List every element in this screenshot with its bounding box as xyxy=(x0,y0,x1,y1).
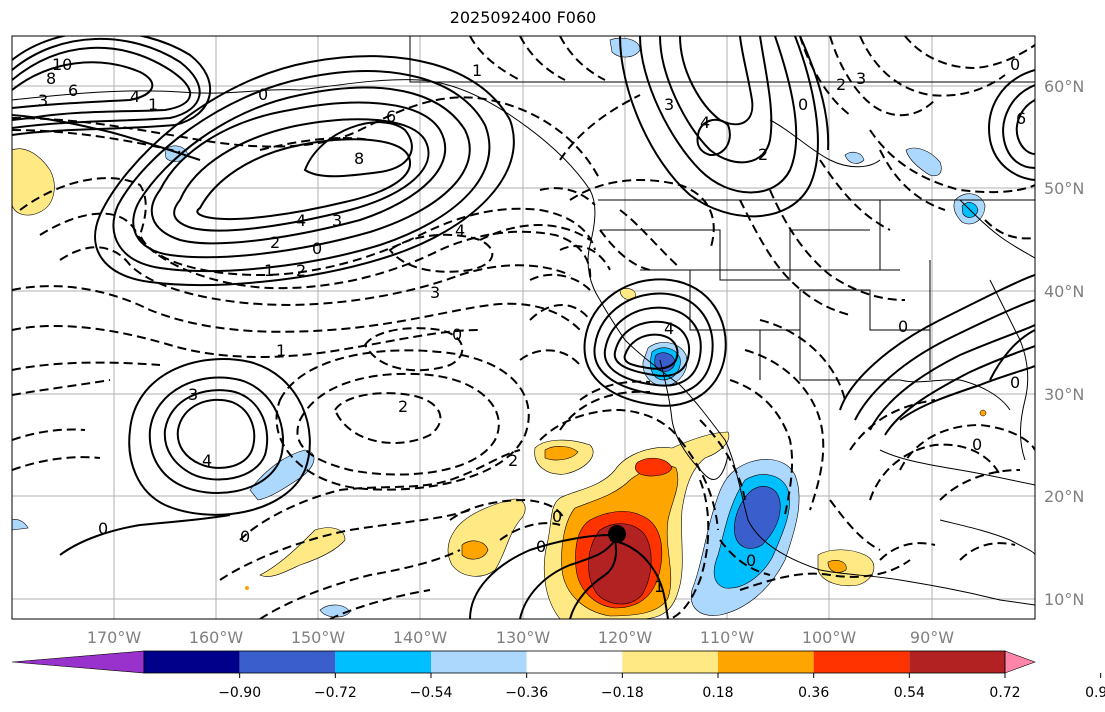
latitude-labels: 60°N 50°N 40°N 30°N 20°N 10°N xyxy=(1044,77,1084,609)
colorbar-tick-label: −0.72 xyxy=(314,685,357,701)
colorbar-tick-label: 0.18 xyxy=(702,685,733,701)
colorbar-segment xyxy=(144,651,240,673)
colorbar-extend-low xyxy=(11,650,145,674)
colorbar-tick-label: −0.54 xyxy=(410,685,453,701)
lat-label: 10°N xyxy=(1044,590,1084,609)
contour-label: 0 xyxy=(746,551,756,570)
contour-label: 8 xyxy=(354,149,364,168)
colorbar-segment xyxy=(622,651,718,673)
colorbar-extend-high xyxy=(1004,650,1036,674)
contour-label: 6 xyxy=(68,81,78,100)
contour-label: 3 xyxy=(332,211,342,230)
contour-labels: 10 8 6 4 3 6 8 4 3 2 0 1 2 4 3 0 1 3 4 2… xyxy=(38,55,1026,596)
contour-label: 2 xyxy=(758,145,768,164)
lon-label: 140°W xyxy=(393,628,448,647)
colorbar-segment xyxy=(335,651,431,673)
colorbar-tick-label: −0.18 xyxy=(601,685,644,701)
contour-label: 2 xyxy=(270,233,280,252)
contour-label: 3 xyxy=(38,91,48,110)
colorbar-segment xyxy=(239,651,336,673)
map-title: 2025092400 F060 xyxy=(449,8,597,27)
contour-label: 2 xyxy=(836,75,846,94)
lat-label: 30°N xyxy=(1044,385,1084,404)
contour-label: 1 xyxy=(654,577,664,596)
lon-label: 150°W xyxy=(291,628,346,647)
contour-label: 3 xyxy=(856,69,866,88)
contour-label: 4 xyxy=(700,113,710,132)
lon-label: 160°W xyxy=(189,628,244,647)
negative-contours xyxy=(12,36,1035,619)
contour-label: 1 xyxy=(472,61,482,80)
contour-label: 1 xyxy=(264,261,274,280)
contour-label: 0 xyxy=(240,527,250,546)
contour-label: 4 xyxy=(296,211,306,230)
colorbar-segment xyxy=(526,651,623,673)
contour-label: 4 xyxy=(130,87,140,106)
map-frame xyxy=(11,35,1036,620)
lon-label: 100°W xyxy=(802,628,857,647)
contour-label: 0 xyxy=(798,95,808,114)
contour-label: 4 xyxy=(455,221,465,240)
contour-label: 0 xyxy=(312,239,322,258)
colorbar-tick-label: −0.90 xyxy=(218,685,261,701)
lon-label: 120°W xyxy=(598,628,653,647)
colorbar-tick-label: 0.90 xyxy=(1085,685,1105,701)
colorbar-segment xyxy=(431,651,527,673)
lon-label: 110°W xyxy=(700,628,755,647)
lat-label: 60°N xyxy=(1044,77,1084,96)
colorbar-tick-label: 0.36 xyxy=(798,685,829,701)
contour-label: 0 xyxy=(258,85,268,104)
contour-label: 0 xyxy=(1010,55,1020,74)
contour-label: 4 xyxy=(202,451,212,470)
contour-label: 2 xyxy=(508,451,518,470)
lat-label: 20°N xyxy=(1044,487,1084,506)
small-anomaly-dot xyxy=(245,586,249,590)
contour-label: 8 xyxy=(46,69,56,88)
contour-label: 6 xyxy=(1016,109,1026,128)
contour-label: 0 xyxy=(972,435,982,454)
negative-anomaly-fill xyxy=(12,37,986,618)
lon-label: 170°W xyxy=(87,628,142,647)
contour-label: 1 xyxy=(276,341,286,360)
contour-label: 6 xyxy=(386,107,396,126)
contour-label: 3 xyxy=(188,385,198,404)
graticule xyxy=(12,36,1035,619)
contour-label: 3 xyxy=(430,283,440,302)
colorbar-tick-label: 0.54 xyxy=(894,685,925,701)
small-anomaly-dot xyxy=(979,409,987,417)
contour-label: 0 xyxy=(452,325,462,344)
contour-label: 0 xyxy=(98,519,108,538)
contour-label: 1 xyxy=(148,95,158,114)
colorbar-outline xyxy=(143,650,1006,674)
contour-label: 2 xyxy=(296,261,306,280)
colorbar-tick-label: −0.36 xyxy=(505,685,548,701)
coastlines xyxy=(12,36,1035,606)
contour-label: 2 xyxy=(398,397,408,416)
lat-label: 50°N xyxy=(1044,179,1084,198)
contour-label: 4 xyxy=(664,319,674,338)
contour-label: 0 xyxy=(536,537,546,556)
colorbar-segment xyxy=(813,651,910,673)
storm-center-marker xyxy=(608,525,626,543)
longitude-labels: 170°W 160°W 150°W 140°W 130°W 120°W 110°… xyxy=(87,628,954,647)
lat-label: 40°N xyxy=(1044,282,1084,301)
positive-contours xyxy=(12,36,1035,619)
colorbar-tick-label: 0.72 xyxy=(989,685,1020,701)
contour-label: 10 xyxy=(52,55,72,74)
contour-label: 3 xyxy=(664,95,674,114)
contour-label: 0 xyxy=(1010,373,1020,392)
contour-label: 0 xyxy=(898,317,908,336)
colorbar-segment xyxy=(718,651,814,673)
colorbar: −0.90 −0.72 −0.54 −0.36 −0.18 0.18 0.36 0.54 0.7… xyxy=(11,650,1105,701)
contour-label: 0 xyxy=(552,507,562,526)
colorbar-segment xyxy=(909,651,1005,673)
lon-label: 130°W xyxy=(496,628,551,647)
lon-label: 90°W xyxy=(910,628,954,647)
